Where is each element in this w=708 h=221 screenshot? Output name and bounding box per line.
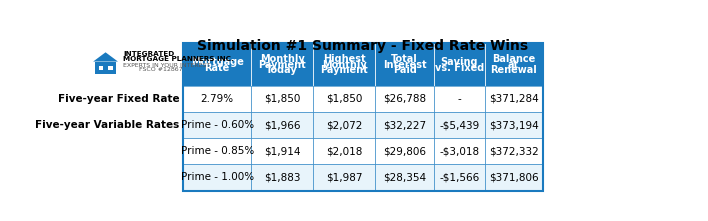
Bar [313,164,375,191]
Polygon shape [93,52,118,62]
Text: Interest: Interest [383,60,426,70]
Text: INTEGRATED: INTEGRATED [123,51,175,57]
Text: Total: Total [392,54,418,64]
Bar [183,86,251,112]
Bar [98,66,103,70]
Text: Prime - 1.00%: Prime - 1.00% [181,172,253,183]
Bar [96,62,115,74]
Bar [434,138,484,164]
Bar [434,86,484,112]
Text: Simulation #1 Summary - Fixed Rate Wins: Simulation #1 Summary - Fixed Rate Wins [198,39,528,53]
Text: $32,227: $32,227 [383,120,426,130]
Bar [251,44,313,86]
Text: $372,332: $372,332 [489,146,539,156]
Bar [484,138,542,164]
Text: $26,788: $26,788 [383,94,426,104]
Bar [484,86,542,112]
Bar [313,86,375,112]
Text: Balance: Balance [492,54,535,64]
Bar [484,44,542,86]
Bar [313,138,375,164]
Text: Monthly: Monthly [322,60,367,70]
Text: $1,850: $1,850 [326,94,362,104]
Text: $1,966: $1,966 [264,120,300,130]
Text: $28,354: $28,354 [383,172,426,183]
Text: vs. Fixed: vs. Fixed [435,63,484,72]
Text: Five-year Fixed Rate: Five-year Fixed Rate [57,94,179,104]
Text: $1,883: $1,883 [264,172,300,183]
Bar [375,164,434,191]
Text: EXPERTS IN YOUR INTEREST: EXPERTS IN YOUR INTEREST [123,63,210,68]
Bar [251,112,313,138]
Text: $2,072: $2,072 [326,120,362,130]
Text: $1,914: $1,914 [264,146,300,156]
Text: Payment: Payment [321,65,368,75]
Text: $1,987: $1,987 [326,172,362,183]
Text: -$3,018: -$3,018 [439,146,479,156]
Bar [375,86,434,112]
Bar [251,86,313,112]
Bar [183,164,251,191]
Text: FSCO #12867: FSCO #12867 [139,67,183,72]
Bar [375,112,434,138]
Bar [313,44,375,86]
Text: Highest: Highest [323,54,365,64]
Bar [434,44,484,86]
Text: $29,806: $29,806 [383,146,426,156]
Bar [484,112,542,138]
Text: $371,284: $371,284 [489,94,539,104]
Text: 2.79%: 2.79% [200,94,234,104]
Bar [375,44,434,86]
Text: $373,194: $373,194 [489,120,539,130]
Bar [183,44,251,86]
Bar [183,44,542,191]
Bar [183,112,251,138]
Text: $1,850: $1,850 [264,94,300,104]
Bar [434,112,484,138]
Text: Saving: Saving [440,57,478,67]
Text: -$5,439: -$5,439 [439,120,479,130]
Text: $2,018: $2,018 [326,146,362,156]
Bar [183,138,251,164]
Bar [434,164,484,191]
Text: Rate: Rate [205,63,230,72]
Text: MORTGAGE PLANNERS INC.: MORTGAGE PLANNERS INC. [123,56,234,62]
Bar [484,164,542,191]
Text: Five-year Variable Rates: Five-year Variable Rates [35,120,179,130]
Bar [108,66,113,70]
Text: Mortgage: Mortgage [190,57,244,67]
Text: -$1,566: -$1,566 [439,172,479,183]
Text: $371,806: $371,806 [489,172,538,183]
Bar [251,138,313,164]
Text: Renewal: Renewal [490,65,537,75]
Text: Today: Today [266,65,298,75]
Text: at: at [508,60,519,70]
Text: -: - [457,94,461,104]
Bar [313,112,375,138]
Bar [375,138,434,164]
Text: Monthly: Monthly [260,54,304,64]
Text: Paid: Paid [393,65,416,75]
Bar [251,164,313,191]
Text: Payment: Payment [258,60,306,70]
Text: Prime - 0.60%: Prime - 0.60% [181,120,253,130]
Text: Prime - 0.85%: Prime - 0.85% [181,146,253,156]
